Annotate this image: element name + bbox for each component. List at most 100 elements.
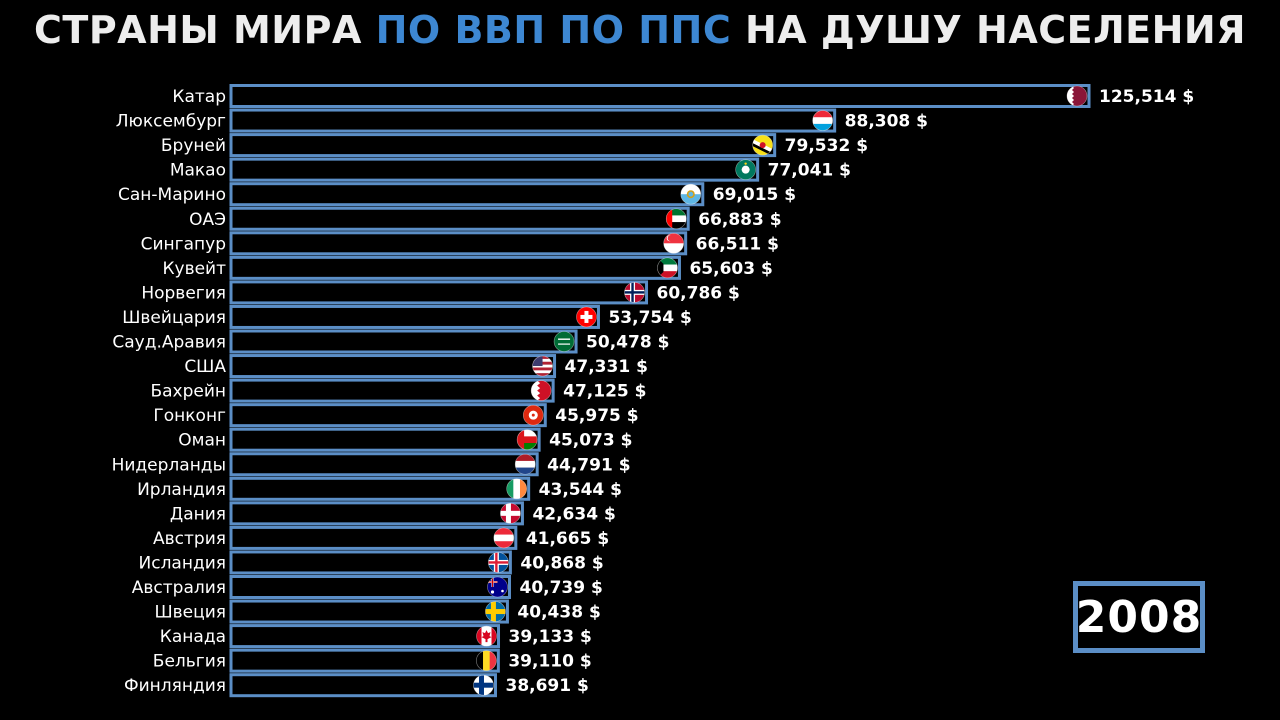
kuwait-flag-icon <box>657 257 678 279</box>
title-part-3: НА ДУШУ НАСЕЛЕНИЯ <box>731 8 1246 52</box>
usa-flag-icon <box>532 355 553 377</box>
value-label: 66,883 $ <box>698 210 781 230</box>
year-label: 2008 <box>1075 591 1203 643</box>
bar <box>229 525 518 550</box>
value-label: 44,791 $ <box>547 455 630 475</box>
category-label: Исландия <box>139 553 227 573</box>
bar <box>229 575 511 599</box>
bar-row: Дания 42,634 $ <box>170 501 616 526</box>
brunei-flag-icon <box>752 134 773 156</box>
value-label: 66,511 $ <box>696 234 779 254</box>
bar <box>229 599 509 624</box>
bar <box>229 84 1091 108</box>
category-label: Сауд.Аравия <box>112 333 226 353</box>
san-marino-flag-icon <box>680 183 702 205</box>
bar <box>229 452 539 477</box>
bar-row: Ирландия 43,544 $ <box>137 476 622 501</box>
uae-flag-icon <box>665 208 687 230</box>
belgium-flag-icon <box>476 650 497 671</box>
bar <box>229 403 547 428</box>
value-label: 40,868 $ <box>520 553 603 573</box>
value-label: 47,331 $ <box>565 357 648 377</box>
bar <box>229 182 705 207</box>
denmark-flag-icon <box>500 503 521 524</box>
bar <box>229 280 649 305</box>
value-label: 53,754 $ <box>608 308 691 328</box>
value-label: 88,308 $ <box>845 112 928 132</box>
category-label: Бельгия <box>153 652 226 672</box>
bar <box>229 157 760 182</box>
bar-row: Сан-Марино 69,015 $ <box>118 182 796 207</box>
bar <box>229 427 541 452</box>
value-label: 39,110 $ <box>508 652 591 672</box>
category-label: ОАЭ <box>189 210 226 230</box>
category-label: Гонконг <box>153 406 226 426</box>
value-label: 45,073 $ <box>549 431 632 451</box>
bar <box>229 550 512 575</box>
bar-row: Катар 125,514 $ <box>172 84 1194 108</box>
bar-row: Исландия 40,868 $ <box>139 550 604 575</box>
value-label: 40,438 $ <box>517 603 600 623</box>
bahrain-flag-icon <box>530 380 552 401</box>
bar <box>229 255 681 280</box>
value-label: 47,125 $ <box>563 382 646 402</box>
category-label: США <box>184 357 226 377</box>
title-part-2-highlight: ПО ВВП ПО ППС <box>375 8 732 52</box>
category-label: Бруней <box>161 136 226 156</box>
chart-title: СТРАНЫ МИРА ПО ВВП ПО ППС НА ДУШУ НАСЕЛЕ… <box>0 8 1280 52</box>
category-label: Бахрейн <box>150 382 226 402</box>
category-label: Австралия <box>132 578 226 598</box>
bar <box>229 354 557 379</box>
bar <box>229 501 524 526</box>
category-label: Сингапур <box>141 234 226 254</box>
qatar-flag-icon <box>1066 85 1088 107</box>
bar-row: Оман 45,073 $ <box>178 427 632 452</box>
category-label: Кувейт <box>162 259 226 279</box>
value-label: 41,665 $ <box>526 529 609 549</box>
ireland-flag-icon <box>506 478 527 500</box>
value-label: 45,975 $ <box>555 406 638 426</box>
bar-row: Люксембург 88,308 $ <box>116 108 928 133</box>
category-label: Канада <box>160 627 226 647</box>
category-label: Дания <box>170 504 226 524</box>
category-label: Нидерланды <box>112 455 226 475</box>
bar-row: Бельгия 39,110 $ <box>153 648 592 673</box>
bar <box>229 133 777 158</box>
bar-row: Гонконг 45,975 $ <box>153 403 639 428</box>
bar-row: Австрия 41,665 $ <box>153 525 609 550</box>
macao-flag-icon <box>735 159 756 180</box>
bar-row: Швеция 40,438 $ <box>154 599 601 624</box>
bar-row: Швейцария 53,754 $ <box>122 304 692 329</box>
bar <box>229 624 501 649</box>
bar <box>229 304 600 329</box>
bar <box>229 648 500 673</box>
bar-row: ОАЭ 66,883 $ <box>189 206 782 231</box>
bar-row: Канада 39,133 $ <box>160 624 592 649</box>
value-label: 69,015 $ <box>713 185 796 205</box>
bar <box>229 108 837 133</box>
norway-flag-icon <box>624 282 645 303</box>
value-label: 39,133 $ <box>509 627 592 647</box>
value-label: 42,634 $ <box>532 504 615 524</box>
bar-row: Сингапур 66,511 $ <box>141 231 779 256</box>
bar-row: Бахрейн 47,125 $ <box>150 378 647 403</box>
bar <box>229 329 578 354</box>
singapore-flag-icon <box>663 233 684 254</box>
austria-flag-icon <box>493 527 515 549</box>
bar <box>229 231 688 256</box>
bar <box>229 206 690 231</box>
canada-flag-icon <box>476 625 497 647</box>
bar-row: Бруней 79,532 $ <box>161 133 868 158</box>
value-label: 79,532 $ <box>785 136 868 156</box>
value-label: 50,478 $ <box>586 333 669 353</box>
oman-flag-icon <box>516 429 538 451</box>
bar <box>229 378 555 403</box>
value-label: 125,514 $ <box>1099 87 1194 107</box>
bar-row: Макао 77,041 $ <box>170 157 851 182</box>
bar-row: Австралия 40,739 $ <box>132 575 603 599</box>
luxembourg-flag-icon <box>812 110 833 131</box>
hong-kong-flag-icon <box>522 404 544 426</box>
category-label: Финляндия <box>124 676 226 696</box>
category-label: Макао <box>170 161 226 181</box>
